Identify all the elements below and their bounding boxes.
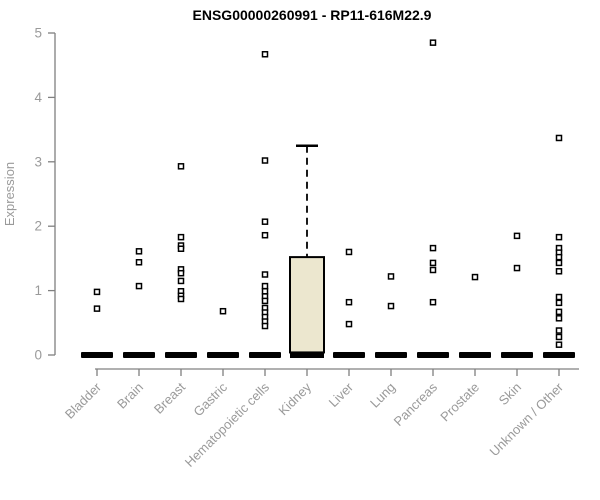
outlier-point xyxy=(177,295,185,303)
y-tick-label: 2 xyxy=(34,219,42,234)
outlier-point xyxy=(555,233,563,241)
outlier-point xyxy=(555,333,563,341)
x-category-label: Breast xyxy=(151,379,188,416)
y-tick-label: 1 xyxy=(34,283,42,298)
outlier-point xyxy=(555,315,563,322)
outlier-point xyxy=(555,327,563,334)
outlier-point xyxy=(429,266,437,274)
outlier-point xyxy=(429,244,437,252)
outlier-point xyxy=(261,51,269,58)
y-tick-label: 5 xyxy=(34,26,42,41)
outlier-point xyxy=(261,322,269,330)
outlier-point xyxy=(93,288,101,296)
outlier-point xyxy=(345,320,353,328)
marks-layer xyxy=(81,39,575,358)
x-category-label: Unknown / Other xyxy=(487,379,567,459)
y-axis-label: Expression xyxy=(2,162,17,226)
x-category-label: Liver xyxy=(326,379,357,410)
outlier-point xyxy=(219,307,227,315)
outlier-point xyxy=(429,259,437,267)
x-category-label: Brain xyxy=(114,380,146,412)
median-bar xyxy=(290,352,324,358)
outlier-point xyxy=(261,282,269,290)
median-bar xyxy=(123,352,155,358)
outlier-point xyxy=(177,245,185,252)
outlier-point xyxy=(429,298,437,306)
outlier-point xyxy=(345,248,353,256)
median-bar xyxy=(459,352,491,358)
median-bar xyxy=(543,352,575,358)
x-category-label: Gastric xyxy=(190,379,230,419)
outlier-point xyxy=(261,218,269,225)
outlier-point xyxy=(471,273,479,281)
median-bar xyxy=(249,352,281,358)
median-bar xyxy=(207,352,239,358)
median-bar xyxy=(165,352,197,358)
outlier-point xyxy=(177,233,185,241)
median-bar xyxy=(375,352,407,358)
outlier-point xyxy=(135,259,143,266)
x-category-label: Lung xyxy=(367,380,398,411)
outlier-point xyxy=(555,259,563,267)
median-bar xyxy=(333,352,365,358)
outlier-point xyxy=(555,268,563,275)
x-category-label: Pancreas xyxy=(391,379,441,429)
box-body xyxy=(289,256,325,354)
chart-title: ENSG00000260991 - RP11-616M22.9 xyxy=(193,7,432,23)
outlier-point xyxy=(555,134,563,142)
median-bar xyxy=(417,352,449,358)
outlier-point xyxy=(513,232,521,240)
outlier-point xyxy=(261,287,269,295)
outlier-point xyxy=(261,297,269,305)
outlier-point xyxy=(261,231,269,239)
outlier-point xyxy=(555,253,563,261)
outlier-point xyxy=(177,277,185,285)
outlier-point xyxy=(135,282,143,290)
outlier-point xyxy=(177,269,185,277)
median-bar xyxy=(81,352,113,358)
y-tick-label: 0 xyxy=(34,348,42,363)
outlier-point xyxy=(555,299,563,307)
outlier-point xyxy=(555,308,563,316)
x-category-label: Prostate xyxy=(437,380,482,425)
x-category-label: Bladder xyxy=(62,379,105,422)
outlier-point xyxy=(93,305,101,312)
outlier-point xyxy=(345,298,353,306)
outlier-point xyxy=(135,248,143,255)
outlier-point xyxy=(555,293,563,301)
outlier-point xyxy=(555,341,563,348)
outlier-point xyxy=(387,302,395,310)
outlier-point xyxy=(429,39,437,46)
y-tick-label: 4 xyxy=(34,90,42,105)
outlier-point xyxy=(387,273,395,280)
median-bar xyxy=(501,352,533,358)
outlier-point xyxy=(261,271,269,278)
outlier-point xyxy=(261,157,269,164)
y-tick-label: 3 xyxy=(34,154,42,169)
x-category-label: Kidney xyxy=(275,379,314,418)
outlier-point xyxy=(177,163,185,170)
x-category-label: Skin xyxy=(496,380,524,408)
outlier-point xyxy=(513,264,521,272)
